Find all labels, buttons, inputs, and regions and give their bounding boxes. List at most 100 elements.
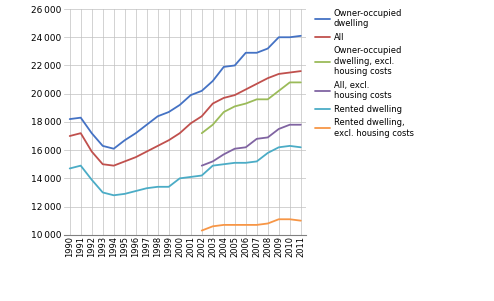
Owner-occupied
dwelling: [89, 131, 95, 135]
Owner-occupied
dwelling: [287, 36, 293, 39]
Owner-occupied
dwelling: [177, 103, 183, 107]
Rented dwelling: [254, 160, 260, 163]
Rented dwelling,
excl. housing costs: [265, 222, 271, 225]
Rented dwelling: [67, 167, 73, 170]
All: [298, 69, 304, 73]
Rented dwelling: [287, 144, 293, 148]
Line: All: All: [70, 71, 301, 166]
All: [122, 160, 128, 163]
All: [232, 93, 238, 97]
Rented dwelling: [111, 194, 117, 197]
Owner-occupied
dwelling: [166, 110, 172, 114]
Rented dwelling: [89, 178, 95, 182]
Rented dwelling,
excl. housing costs: [298, 219, 304, 222]
Rented dwelling: [122, 192, 128, 196]
Owner-occupied
dwelling, excl.
housing costs: [199, 131, 205, 135]
All: [67, 134, 73, 138]
Owner-occupied
dwelling, excl.
housing costs: [298, 81, 304, 84]
Rented dwelling,
excl. housing costs: [243, 223, 249, 227]
Owner-occupied
dwelling: [276, 36, 282, 39]
Owner-occupied
dwelling: [100, 144, 106, 148]
Owner-occupied
dwelling: [210, 79, 216, 83]
All: [276, 72, 282, 76]
Rented dwelling: [166, 185, 172, 189]
Rented dwelling: [243, 161, 249, 165]
Owner-occupied
dwelling: [122, 138, 128, 142]
Owner-occupied
dwelling, excl.
housing costs: [276, 89, 282, 93]
Owner-occupied
dwelling: [265, 47, 271, 50]
All, excl.
housing costs: [287, 123, 293, 126]
Rented dwelling: [276, 145, 282, 149]
Owner-occupied
dwelling, excl.
housing costs: [287, 81, 293, 84]
All: [133, 155, 139, 159]
Rented dwelling: [188, 175, 194, 179]
All: [254, 82, 260, 85]
Owner-occupied
dwelling, excl.
housing costs: [243, 102, 249, 105]
Rented dwelling,
excl. housing costs: [287, 217, 293, 221]
Rented dwelling,
excl. housing costs: [210, 225, 216, 228]
All, excl.
housing costs: [199, 164, 205, 167]
Rented dwelling: [78, 164, 83, 167]
All: [287, 71, 293, 74]
Owner-occupied
dwelling: [221, 65, 227, 69]
Rented dwelling: [232, 161, 238, 165]
All: [188, 122, 194, 125]
Rented dwelling: [100, 191, 106, 194]
All, excl.
housing costs: [254, 137, 260, 141]
Line: Rented dwelling,
excl. housing costs: Rented dwelling, excl. housing costs: [202, 219, 301, 231]
All, excl.
housing costs: [265, 136, 271, 139]
Rented dwelling,
excl. housing costs: [232, 223, 238, 227]
All: [155, 144, 161, 148]
All: [144, 150, 150, 153]
All, excl.
housing costs: [276, 127, 282, 131]
All: [199, 114, 205, 118]
Rented dwelling: [155, 185, 161, 189]
All, excl.
housing costs: [298, 123, 304, 126]
All: [78, 131, 83, 135]
Rented dwelling: [144, 186, 150, 190]
Line: All, excl.
housing costs: All, excl. housing costs: [202, 125, 301, 166]
Owner-occupied
dwelling, excl.
housing costs: [265, 98, 271, 101]
Rented dwelling: [133, 189, 139, 193]
Owner-occupied
dwelling: [188, 93, 194, 97]
Owner-occupied
dwelling, excl.
housing costs: [210, 123, 216, 126]
Owner-occupied
dwelling: [232, 64, 238, 67]
Owner-occupied
dwelling, excl.
housing costs: [221, 110, 227, 114]
All: [177, 131, 183, 135]
Owner-occupied
dwelling: [254, 51, 260, 54]
All: [89, 150, 95, 153]
Owner-occupied
dwelling: [78, 116, 83, 119]
Rented dwelling: [177, 176, 183, 180]
All, excl.
housing costs: [232, 147, 238, 150]
Line: Owner-occupied
dwelling: Owner-occupied dwelling: [70, 36, 301, 149]
Rented dwelling,
excl. housing costs: [276, 217, 282, 221]
All: [210, 102, 216, 105]
All, excl.
housing costs: [221, 153, 227, 156]
Owner-occupied
dwelling: [67, 117, 73, 121]
Owner-occupied
dwelling, excl.
housing costs: [254, 98, 260, 101]
Rented dwelling,
excl. housing costs: [221, 223, 227, 227]
All, excl.
housing costs: [243, 145, 249, 149]
Owner-occupied
dwelling: [111, 147, 117, 150]
Owner-occupied
dwelling: [144, 123, 150, 126]
Line: Owner-occupied
dwelling, excl.
housing costs: Owner-occupied dwelling, excl. housing c…: [202, 82, 301, 133]
Legend: Owner-occupied
dwelling, All, Owner-occupied
dwelling, excl.
housing costs, All,: Owner-occupied dwelling, All, Owner-occu…: [315, 9, 413, 138]
Rented dwelling: [221, 163, 227, 166]
Owner-occupied
dwelling, excl.
housing costs: [232, 104, 238, 108]
All: [100, 163, 106, 166]
Rented dwelling,
excl. housing costs: [254, 223, 260, 227]
All: [265, 76, 271, 80]
Rented dwelling: [199, 174, 205, 177]
Owner-occupied
dwelling: [133, 131, 139, 135]
Rented dwelling: [265, 151, 271, 155]
All: [111, 164, 117, 167]
Rented dwelling,
excl. housing costs: [199, 229, 205, 232]
Owner-occupied
dwelling: [298, 34, 304, 38]
Line: Rented dwelling: Rented dwelling: [70, 146, 301, 195]
Owner-occupied
dwelling: [155, 114, 161, 118]
All: [243, 88, 249, 91]
Rented dwelling: [210, 164, 216, 167]
Owner-occupied
dwelling: [243, 51, 249, 54]
Rented dwelling: [298, 145, 304, 149]
All: [221, 96, 227, 100]
